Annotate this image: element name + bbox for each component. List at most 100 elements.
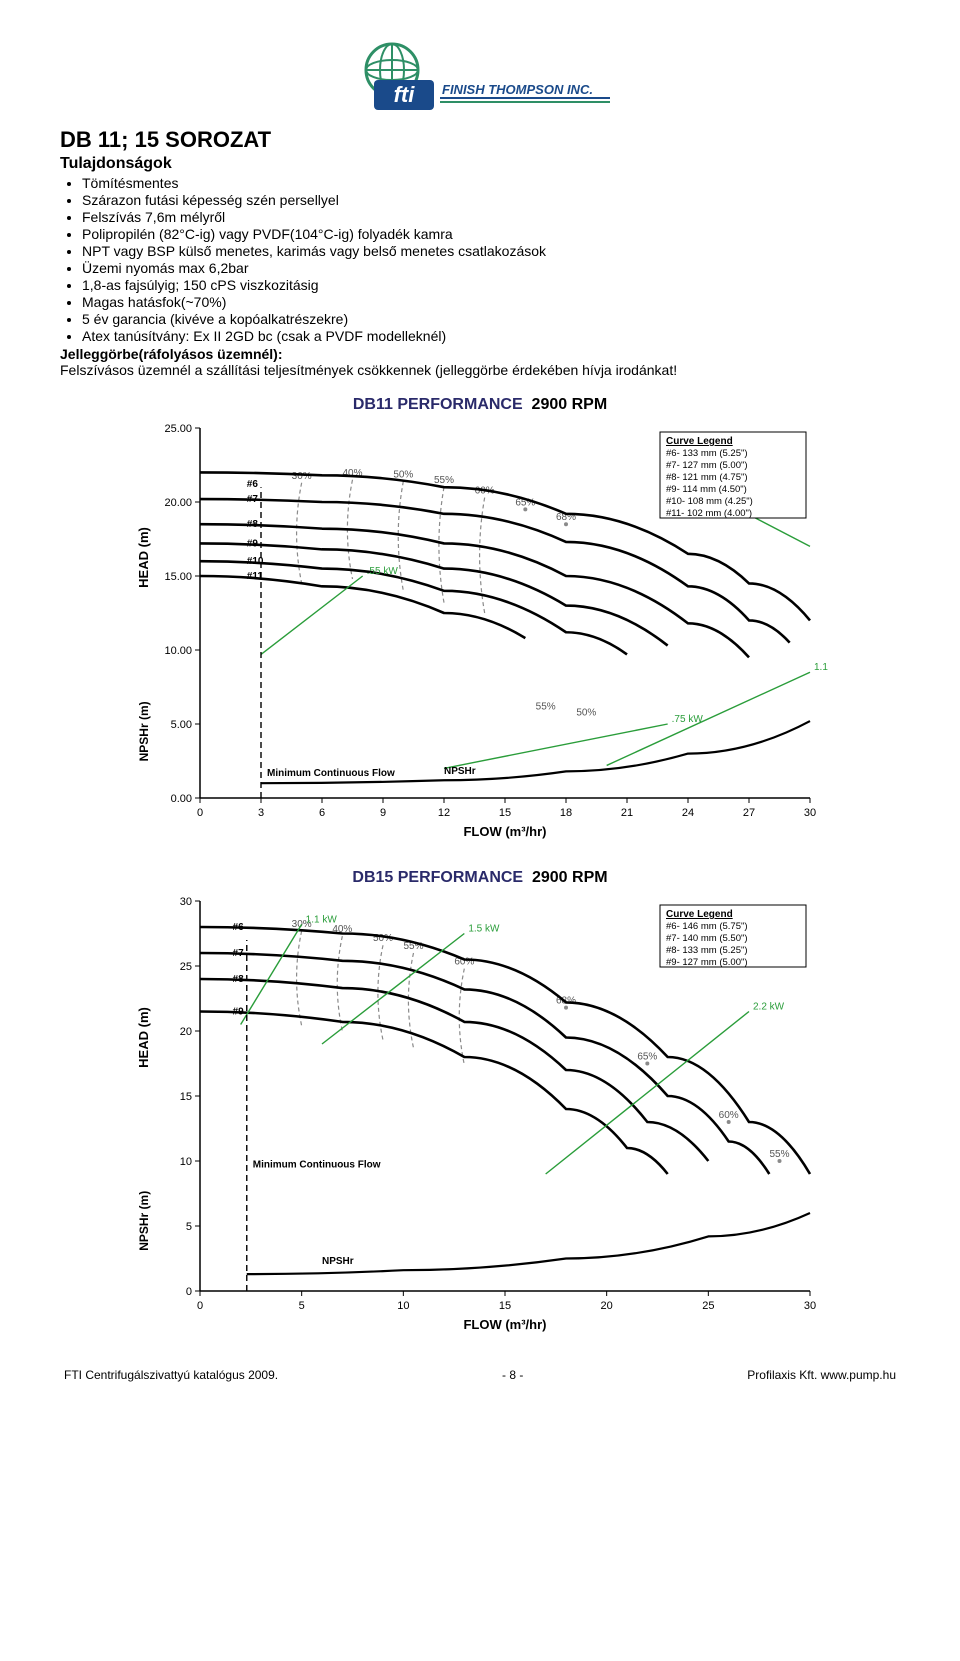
footer-left: FTI Centrifugálszivattyú katalógus 2009. xyxy=(64,1368,278,1382)
page: fti FINISH THOMPSON INC. DB 11; 15 SOROZ… xyxy=(0,0,960,1402)
svg-text:15.00: 15.00 xyxy=(164,571,192,583)
svg-text:21: 21 xyxy=(621,807,633,819)
curve-note: Felszívásos üzemnél a szállítási teljesí… xyxy=(60,362,900,378)
svg-text:#8: #8 xyxy=(233,974,245,985)
svg-text:HEAD (m): HEAD (m) xyxy=(136,1007,151,1068)
svg-text:Curve Legend: Curve Legend xyxy=(666,909,733,920)
svg-text:#8- 121 mm (4.75"): #8- 121 mm (4.75") xyxy=(666,472,748,483)
logo: fti FINISH THOMPSON INC. xyxy=(350,40,610,114)
chart2-title-prefix: DB15 PERFORMANCE xyxy=(352,869,523,886)
page-title: DB 11; 15 SOROZAT xyxy=(60,127,900,153)
chart2-svg: 0 5 10 15 20 25 30 0 5 10 15 20 25 30 FLOW (m³/hr) HEAD… xyxy=(130,891,830,1341)
svg-text:#7- 127 mm (5.00"): #7- 127 mm (5.00") xyxy=(666,460,748,471)
svg-text:5: 5 xyxy=(186,1221,192,1233)
svg-text:#6: #6 xyxy=(247,479,259,490)
feature-item: Szárazon futási képesség szén persellyel xyxy=(82,192,900,208)
svg-text:25.00: 25.00 xyxy=(164,423,192,435)
svg-text:65%: 65% xyxy=(637,1052,657,1063)
chart1-svg: 0369121518212427300.005.0010.0015.0020.0… xyxy=(130,418,830,848)
svg-text:NPSHr: NPSHr xyxy=(322,1256,354,1267)
svg-text:18: 18 xyxy=(560,807,572,819)
svg-text:NPSHr (m): NPSHr (m) xyxy=(137,1191,151,1251)
svg-text:#9: #9 xyxy=(233,1007,245,1018)
svg-text:10.00: 10.00 xyxy=(164,645,192,657)
chart1-title-prefix: DB11 PERFORMANCE xyxy=(353,396,523,413)
svg-text:fti: fti xyxy=(394,82,416,107)
chart-db15: DB15 PERFORMANCE 2900 RPM 0 5 10 15 20 25 30 0 5… xyxy=(60,869,900,1344)
feature-item: Magas hatásfok(~70%) xyxy=(82,294,900,310)
logo-wrap: fti FINISH THOMPSON INC. xyxy=(60,40,900,117)
svg-text:2.2 kW: 2.2 kW xyxy=(753,1002,785,1013)
svg-text:5.00: 5.00 xyxy=(171,719,192,731)
svg-text:#8- 133 mm (5.25"): #8- 133 mm (5.25") xyxy=(666,945,748,956)
svg-text:#7- 140 mm (5.50"): #7- 140 mm (5.50") xyxy=(666,933,748,944)
svg-text:24: 24 xyxy=(682,807,694,819)
footer: FTI Centrifugálszivattyú katalógus 2009.… xyxy=(60,1368,900,1382)
svg-text:30%: 30% xyxy=(292,471,312,482)
feature-item: Polipropilén (82°C-ig) vagy PVDF(104°C-i… xyxy=(82,226,900,242)
svg-text:3: 3 xyxy=(258,807,264,819)
svg-text:20: 20 xyxy=(601,1300,613,1312)
svg-text:#6- 133 mm (5.25"): #6- 133 mm (5.25") xyxy=(666,448,748,459)
svg-text:6: 6 xyxy=(319,807,325,819)
svg-text:FLOW (m³/hr): FLOW (m³/hr) xyxy=(463,1317,546,1332)
svg-text:10: 10 xyxy=(397,1300,409,1312)
svg-text:30: 30 xyxy=(804,1300,816,1312)
svg-text:27: 27 xyxy=(743,807,755,819)
footer-right: Profilaxis Kft. www.pump.hu xyxy=(747,1368,896,1382)
feature-item: 1,8-as fajsúlyig; 150 cPS viszkozitásig xyxy=(82,277,900,293)
curve-label: Jelleggörbe(ráfolyásos üzemnél): xyxy=(60,346,283,362)
svg-text:.55 kW: .55 kW xyxy=(367,566,399,577)
chart1-title: DB11 PERFORMANCE 2900 RPM xyxy=(60,396,900,414)
svg-text:20: 20 xyxy=(180,1026,192,1038)
svg-text:20.00: 20.00 xyxy=(164,497,192,509)
svg-text:NPSHr: NPSHr xyxy=(444,766,476,777)
svg-text:FINISH THOMPSON INC.: FINISH THOMPSON INC. xyxy=(442,82,593,97)
svg-text:5: 5 xyxy=(299,1300,305,1312)
svg-text:Curve Legend: Curve Legend xyxy=(666,436,733,447)
svg-text:#9- 114 mm (4.50"): #9- 114 mm (4.50") xyxy=(666,484,747,495)
svg-text:60%: 60% xyxy=(719,1110,739,1121)
svg-text:0.00: 0.00 xyxy=(171,793,192,805)
svg-text:10: 10 xyxy=(180,1156,192,1168)
svg-text:55%: 55% xyxy=(769,1149,789,1160)
svg-text:#11- 102 mm (4.00"): #11- 102 mm (4.00") xyxy=(666,508,752,519)
svg-text:0: 0 xyxy=(197,1300,203,1312)
svg-text:#9- 127 mm (5.00"): #9- 127 mm (5.00") xyxy=(666,957,748,968)
svg-text:Minimum Continuous Flow: Minimum Continuous Flow xyxy=(253,1160,381,1171)
feature-item: Üzemi nyomás max 6,2bar xyxy=(82,260,900,276)
svg-text:NPSHr (m): NPSHr (m) xyxy=(137,701,151,761)
chart2-title: DB15 PERFORMANCE 2900 RPM xyxy=(60,869,900,887)
svg-text:1.1 kW: 1.1 kW xyxy=(814,662,830,673)
svg-text:1.1 kW: 1.1 kW xyxy=(306,914,338,925)
svg-text:#7: #7 xyxy=(233,948,245,959)
svg-text:#10- 108 mm (4.25"): #10- 108 mm (4.25") xyxy=(666,496,753,507)
svg-text:Minimum Continuous Flow: Minimum Continuous Flow xyxy=(267,768,395,779)
svg-text:0: 0 xyxy=(186,1286,192,1298)
svg-text:9: 9 xyxy=(380,807,386,819)
svg-text:25: 25 xyxy=(180,961,192,973)
svg-text:55%: 55% xyxy=(434,475,454,486)
svg-text:25: 25 xyxy=(702,1300,714,1312)
svg-text:#6: #6 xyxy=(233,922,245,933)
svg-text:50%: 50% xyxy=(576,708,596,719)
feature-list: TömítésmentesSzárazon futási képesség sz… xyxy=(82,175,900,344)
page-subtitle: Tulajdonságok xyxy=(60,155,900,173)
svg-text:1.5 kW: 1.5 kW xyxy=(468,924,500,935)
svg-text:30: 30 xyxy=(180,896,192,908)
svg-text:15: 15 xyxy=(499,807,511,819)
feature-item: Atex tanúsítvány: Ex II 2GD bc (csak a P… xyxy=(82,328,900,344)
svg-text:55%: 55% xyxy=(536,702,556,713)
svg-text:0: 0 xyxy=(197,807,203,819)
feature-item: 5 év garancia (kivéve a kopóalkatrészekr… xyxy=(82,311,900,327)
svg-text:#7: #7 xyxy=(247,494,259,505)
svg-text:12: 12 xyxy=(438,807,450,819)
svg-text:#6- 146 mm (5.75"): #6- 146 mm (5.75") xyxy=(666,921,748,932)
chart2-title-rpm: 2900 RPM xyxy=(532,869,608,886)
feature-item: NPT vagy BSP külső menetes, karimás vagy… xyxy=(82,243,900,259)
feature-item: Felszívás 7,6m mélyről xyxy=(82,209,900,225)
svg-text:#9: #9 xyxy=(247,538,259,549)
svg-text:FLOW (m³/hr): FLOW (m³/hr) xyxy=(463,824,546,839)
svg-text:15: 15 xyxy=(180,1091,192,1103)
svg-text:15: 15 xyxy=(499,1300,511,1312)
